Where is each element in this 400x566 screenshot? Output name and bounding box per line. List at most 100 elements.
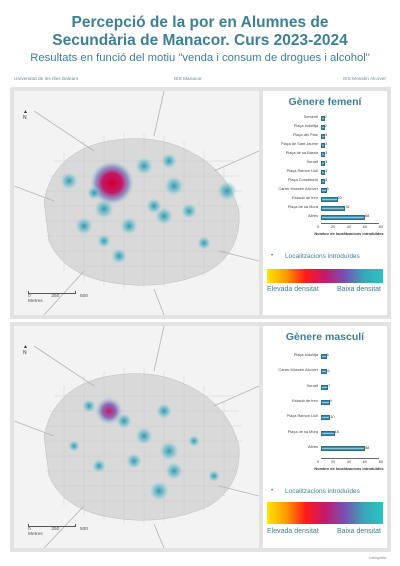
bar: [321, 124, 325, 130]
scale-unit: Metres: [28, 532, 43, 537]
bar-value-label: 58: [365, 214, 370, 218]
bar: [321, 384, 329, 390]
bar: [321, 446, 366, 452]
bar-row: Plaça del Parc 3: [269, 131, 381, 140]
bar-category-label: Plaça Indolitja: [293, 122, 318, 128]
bar-category-label: Plaça de sa Mora: [287, 428, 318, 434]
bar: [321, 160, 326, 166]
bar-category-label: Altres: [308, 212, 318, 218]
bar-row: Plaça Indolitja 5: [269, 348, 381, 363]
bar-value-label: 6: [327, 368, 330, 373]
bar-category-label: Plaça Constitució: [287, 176, 318, 182]
scale-bar: 0 250 500 Metres: [28, 524, 88, 537]
bar-category-label: Plaça de sa Mora: [287, 203, 318, 209]
bar-value-label: 9: [329, 399, 332, 404]
scale-tick-0: 0: [28, 294, 31, 299]
bar-category-label: Altres: [308, 444, 318, 450]
legend-female: Gènere femení Sementi 2 Plaça Indolitja 2 Pl…: [263, 91, 387, 315]
bar: [321, 187, 327, 193]
bar-chart-female: Sementi 2 Plaça Indolitja 2 Plaça del Parc 3 P…: [269, 113, 383, 236]
bar: [321, 214, 366, 220]
bar: [321, 430, 335, 436]
page-title-line2: Secundària de Manacor. Curs 2023-2024: [52, 32, 348, 49]
bar-row: Plaça Constitució 3: [269, 176, 381, 185]
scale-tick-250: 250: [51, 294, 60, 299]
x-tick-label: 80: [378, 460, 383, 464]
panel-female: ▲ N 0 250 500 Metres Gènere femení Sement…: [10, 87, 391, 319]
credit-university: Universitat de les Illes Balears: [14, 77, 79, 82]
bar-row: Plaça Ramon Llull 3: [269, 167, 381, 176]
bar-category-label: Plaça de Sant Jaume: [281, 140, 318, 146]
bar-value-label: 2: [324, 124, 327, 128]
scale-tick-0: 0: [28, 527, 31, 532]
locations-label: Localitzacions introduïdes: [285, 253, 360, 260]
bar: [321, 399, 330, 405]
x-tick-label: 60: [362, 225, 368, 229]
bar: [321, 133, 326, 139]
map-male[interactable]: ▲ N 0 250 500 Metres: [14, 326, 259, 548]
bar-value-label: 3: [325, 169, 328, 173]
bar-row: Altres 58: [269, 441, 381, 456]
north-arrow: ▲ N: [23, 344, 28, 356]
gradient-high-label: Elevada densitat: [267, 528, 319, 535]
scale-unit: Metres: [28, 299, 43, 304]
bar-row: Estació de tren 9: [269, 394, 381, 409]
bar-value-label: 3: [325, 151, 328, 155]
map-female-svg: [14, 91, 259, 315]
x-axis-line: [321, 458, 379, 459]
bar-row: Sementi 2: [269, 113, 381, 122]
bar-category-label: Carrer Mossèn Alcover: [278, 185, 318, 191]
bar-row: Estació de tren 20: [269, 194, 381, 203]
bar-category-label: Plaça Indolitja: [293, 351, 318, 357]
bar-row: Plaça de sa Mora 31: [269, 203, 381, 212]
panel-male: ▲ N 0 250 500 Metres Gènere masculí Plaça…: [10, 322, 391, 552]
bar-row: Carrer Mossèn Alcover 5: [269, 185, 381, 194]
bar-value-label: 20: [337, 196, 342, 200]
bar-row: Carrer Mossèn Alcover 6: [269, 363, 381, 378]
bar-row: Serralt 3: [269, 158, 381, 167]
bar-category-label: Serralt: [306, 158, 318, 164]
bar-row: Plaça de Sant Jaume 3: [269, 140, 381, 149]
x-tick-label: 40: [346, 225, 352, 229]
bar-row: Plaça de sa Mora 16: [269, 425, 381, 440]
density-gradient: [267, 502, 383, 524]
gradient-high-label: Elevada densitat: [267, 286, 319, 293]
bar-row: Serralt 7: [269, 379, 381, 394]
bar: [321, 196, 338, 202]
bar-value-label: 5: [326, 187, 329, 191]
x-tick-label: 40: [346, 460, 352, 464]
bar-value-label: 58: [365, 445, 370, 450]
bar-value-label: 3: [325, 178, 328, 182]
locations-label: Localitzacions introduïdes: [285, 488, 360, 495]
bar-value-label: 3: [325, 133, 328, 137]
bar-category-label: Plaça Ramon Llull: [286, 413, 318, 419]
x-axis-line: [321, 223, 379, 224]
map-female[interactable]: ▲ N 0 250 500 Metres: [14, 91, 259, 315]
bar: [321, 415, 331, 421]
bar: [321, 151, 326, 157]
bar-value-label: 5: [326, 353, 329, 358]
bar-value-label: 31: [345, 205, 350, 209]
bar-row: Plaça Ramon Llull 10: [269, 410, 381, 425]
bar-row: Plaça de sa Bassa 3: [269, 149, 381, 158]
locations-dot-icon: •: [271, 253, 274, 259]
page-title-line1: Percepció de la por en Alumnes de: [71, 14, 329, 31]
x-tick-label: 80: [378, 225, 383, 229]
bar-category-label: Estació de tren: [292, 194, 318, 200]
x-tick-label: 0: [317, 225, 320, 229]
credit-ies-manacor: IES Manacor: [174, 77, 202, 82]
legend-male: Gènere masculí Plaça Indolitja 5 Carrer Mo…: [263, 326, 387, 548]
x-tick-label: 20: [330, 225, 336, 229]
gradient-low-label: Baixa densitat: [337, 286, 381, 293]
bar-category-label: Plaça Ramon Llull: [286, 167, 318, 173]
bar-category-label: Plaça del Parc: [292, 131, 318, 137]
page-subtitle: Resultats en funció del motiu "venda i c…: [30, 52, 370, 64]
bar-row: Altres 58: [269, 212, 381, 221]
x-tick-label: 0: [317, 460, 320, 464]
scale-tick-500: 500: [79, 527, 88, 532]
bar-category-label: Estació de tren: [292, 397, 318, 403]
bar-value-label: 3: [325, 142, 328, 146]
gradient-low-label: Baixa densitat: [337, 528, 381, 535]
scale-tick-500: 500: [79, 294, 88, 299]
bar: [321, 142, 326, 148]
